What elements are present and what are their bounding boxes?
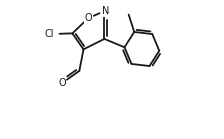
Text: O: O bbox=[84, 13, 92, 23]
Text: O: O bbox=[58, 78, 66, 88]
Text: Cl: Cl bbox=[44, 29, 54, 39]
Text: N: N bbox=[102, 6, 110, 16]
